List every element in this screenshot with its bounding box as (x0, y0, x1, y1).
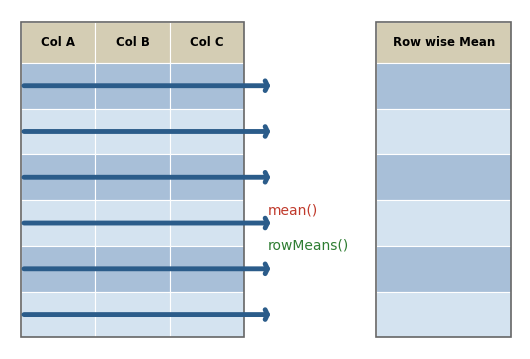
Text: Col C: Col C (190, 36, 224, 49)
Bar (170, 22, 244, 63)
Text: Row wise Mean: Row wise Mean (393, 36, 495, 49)
Bar (21, 22, 95, 63)
Bar (170, 200, 244, 246)
Bar (376, 292, 511, 337)
Bar (95, 246, 170, 292)
Bar (21, 63, 95, 108)
Text: Col A: Col A (41, 36, 75, 49)
Bar (95, 108, 170, 154)
Bar (376, 154, 511, 200)
Bar (21, 292, 95, 337)
Bar (21, 154, 95, 200)
Bar (95, 22, 170, 63)
Bar (95, 292, 170, 337)
Bar (21, 22, 244, 337)
Bar (95, 200, 170, 246)
Bar (21, 246, 95, 292)
Bar (95, 63, 170, 108)
Bar (21, 108, 95, 154)
Bar (170, 292, 244, 337)
Text: mean(): mean() (268, 203, 318, 217)
Bar (376, 200, 511, 246)
Bar (95, 154, 170, 200)
Bar (376, 108, 511, 154)
Bar (170, 63, 244, 108)
Bar (170, 246, 244, 292)
Bar (170, 154, 244, 200)
Bar (170, 108, 244, 154)
Text: rowMeans(): rowMeans() (268, 239, 349, 253)
Bar (376, 246, 511, 292)
Bar (376, 22, 511, 63)
Bar (376, 22, 511, 337)
Text: Col B: Col B (116, 36, 149, 49)
Bar (376, 63, 511, 108)
Bar (21, 200, 95, 246)
